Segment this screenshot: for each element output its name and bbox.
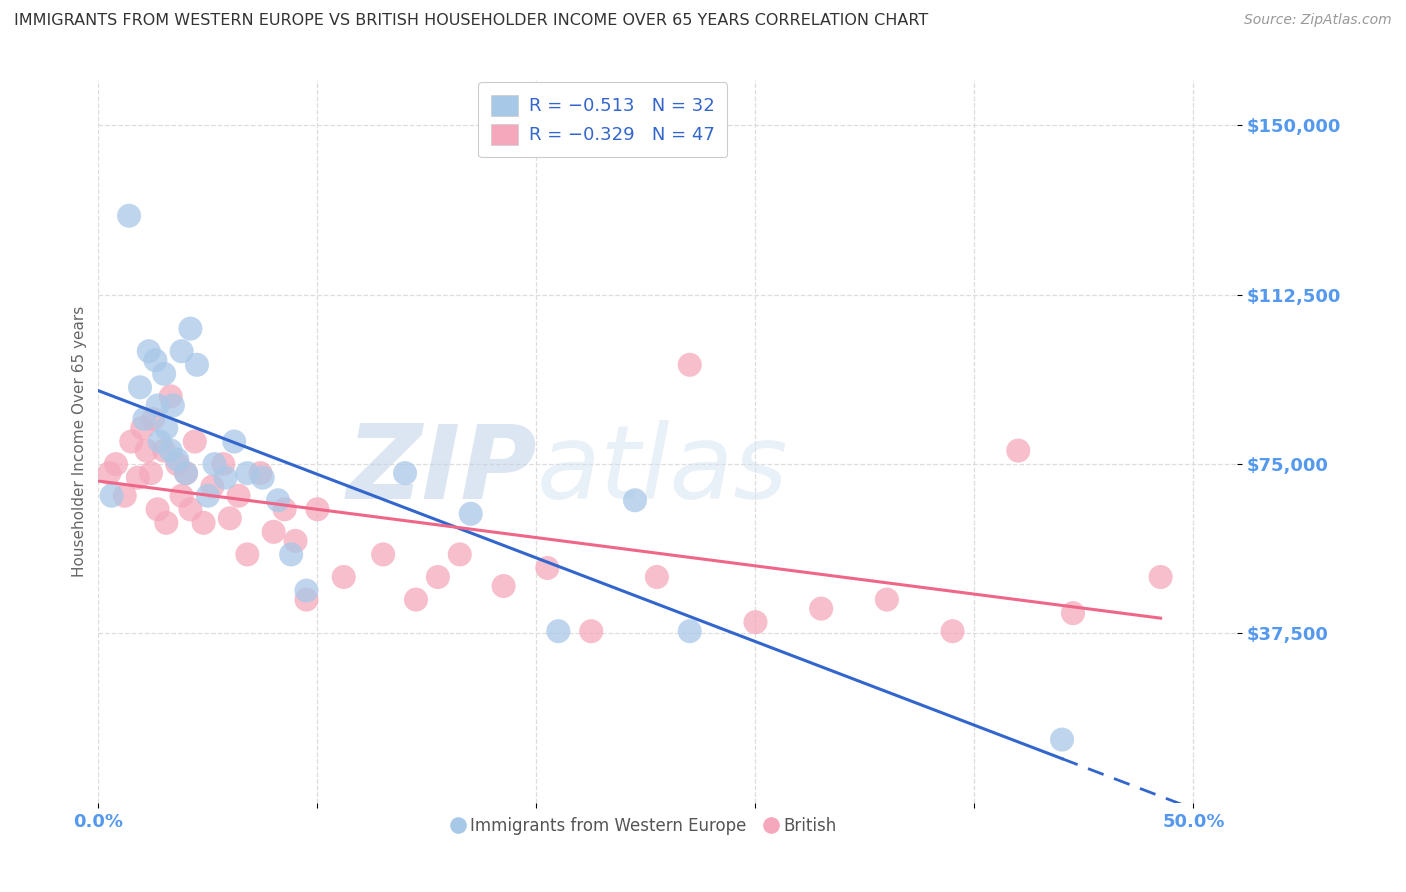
Point [284, 533, 307, 548]
Text: Source: ZipAtlas.com: Source: ZipAtlas.com [1244, 13, 1392, 28]
Point [135, 443, 157, 458]
Point [139, 466, 162, 480]
Point [179, 321, 201, 335]
Point [166, 457, 188, 471]
Point [142, 412, 165, 426]
Point [280, 548, 302, 562]
Point [1050, 732, 1073, 747]
Point [252, 470, 274, 484]
Point [460, 507, 482, 521]
Point [295, 592, 318, 607]
Point [394, 466, 416, 480]
Legend: Immigrants from Western Europe, British: Immigrants from Western Europe, British [447, 810, 844, 841]
Point [100, 489, 122, 503]
Point [810, 601, 832, 615]
Point [193, 516, 215, 530]
Point [624, 493, 647, 508]
Point [149, 434, 172, 449]
Point [153, 443, 176, 458]
Point [332, 570, 354, 584]
Point [236, 548, 259, 562]
Point [98, 466, 121, 480]
Point [104, 457, 127, 471]
Point [127, 470, 149, 484]
Point [679, 358, 702, 372]
Point [159, 389, 181, 403]
Point [204, 457, 226, 471]
Point [218, 511, 240, 525]
Point [146, 502, 169, 516]
Point [224, 434, 246, 449]
Point [645, 570, 668, 584]
Point [228, 489, 250, 503]
Point [197, 489, 219, 503]
Point [536, 561, 558, 575]
Point [145, 353, 166, 368]
Point [162, 398, 184, 412]
Point [744, 615, 766, 630]
Point [579, 624, 602, 639]
Text: ZIP: ZIP [346, 420, 537, 521]
Point [492, 579, 515, 593]
Point [212, 457, 235, 471]
Point [186, 358, 208, 372]
Point [371, 548, 394, 562]
Point [159, 443, 181, 458]
Point [138, 344, 160, 359]
Point [184, 434, 207, 449]
Point [179, 502, 201, 516]
Point [405, 592, 427, 607]
Point [118, 209, 141, 223]
Y-axis label: Householder Income Over 65 years: Householder Income Over 65 years [72, 306, 87, 577]
Point [547, 624, 569, 639]
Point [1062, 606, 1084, 620]
Point [131, 421, 153, 435]
Point [114, 489, 136, 503]
Point [249, 466, 271, 480]
Point [307, 502, 329, 516]
Point [214, 470, 236, 484]
Point [174, 466, 197, 480]
Point [170, 489, 193, 503]
Point [146, 398, 169, 412]
Point [120, 434, 142, 449]
Point [263, 524, 285, 539]
Point [1149, 570, 1171, 584]
Point [201, 480, 224, 494]
Point [155, 421, 177, 435]
Point [134, 412, 156, 426]
Text: IMMIGRANTS FROM WESTERN EUROPE VS BRITISH HOUSEHOLDER INCOME OVER 65 YEARS CORRE: IMMIGRANTS FROM WESTERN EUROPE VS BRITIS… [14, 13, 928, 29]
Point [426, 570, 449, 584]
Point [155, 516, 177, 530]
Point [449, 548, 471, 562]
Point [1007, 443, 1029, 458]
Point [170, 344, 193, 359]
Point [153, 367, 176, 381]
Point [166, 452, 188, 467]
Point [129, 380, 152, 394]
Point [679, 624, 702, 639]
Point [876, 592, 898, 607]
Text: atlas: atlas [537, 420, 789, 520]
Point [174, 466, 197, 480]
Point [942, 624, 965, 639]
Point [267, 493, 290, 508]
Point [236, 466, 259, 480]
Point [273, 502, 295, 516]
Point [295, 583, 318, 598]
